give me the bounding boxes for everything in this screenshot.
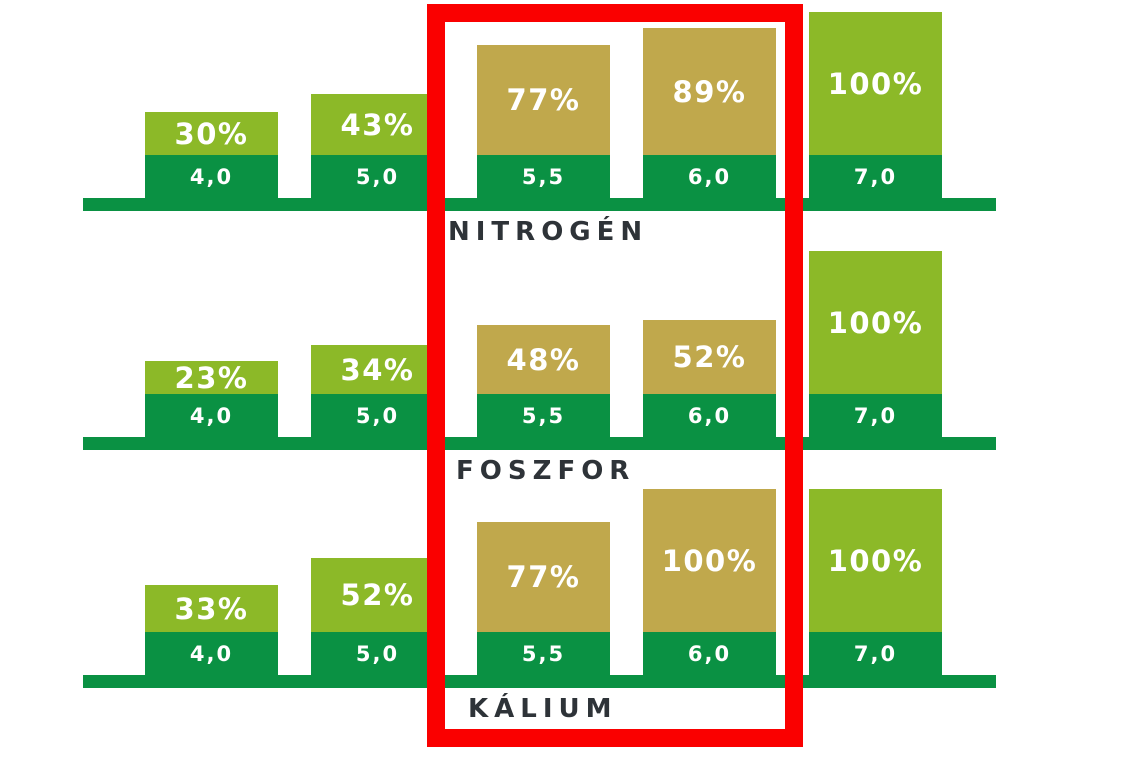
bar-ph-label: 4,0 <box>189 403 234 428</box>
bar-percent-segment: 34% <box>311 345 444 394</box>
bar-ph-label: 5,5 <box>521 641 566 666</box>
baseline-axis <box>83 198 996 211</box>
nitrogen-chart-row: 30% 4,0 43% 5,0 77% 5,5 89% <box>0 0 1122 211</box>
bar-percent-label: 89% <box>672 74 747 109</box>
bar-potassium-ph-4-0: 33% 4,0 <box>145 585 278 675</box>
bar-ph-base: 5,0 <box>311 632 444 675</box>
bar-nitrogen-ph-5-5: 77% 5,5 <box>477 45 610 198</box>
bar-percent-label: 77% <box>506 560 581 594</box>
bar-ph-label: 5,0 <box>355 403 400 428</box>
bar-ph-label: 4,0 <box>189 164 234 189</box>
bar-percent-label: 52% <box>672 340 747 374</box>
bar-ph-label: 6,0 <box>687 403 732 428</box>
bar-ph-label: 5,5 <box>521 164 566 189</box>
bar-percent-label: 43% <box>340 107 415 142</box>
bar-ph-label: 5,5 <box>521 403 566 428</box>
bar-ph-base: 6,0 <box>643 632 776 675</box>
bar-nitrogen-ph-7-0: 100% 7,0 <box>809 12 942 198</box>
bar-phosphorus-ph-5-5: 48% 5,5 <box>477 325 610 437</box>
bar-percent-label: 100% <box>827 305 924 340</box>
bar-percent-segment: 77% <box>477 45 610 155</box>
row-title-phosphorus: FOSZFOR <box>456 456 636 486</box>
bar-percent-label: 100% <box>827 66 924 101</box>
phosphorus-chart-row: 23% 4,0 34% 5,0 48% 5,5 52% <box>0 239 1122 450</box>
bar-ph-base: 7,0 <box>809 394 942 437</box>
bar-percent-label: 52% <box>340 578 415 612</box>
bar-potassium-ph-6-0: 100% 6,0 <box>643 489 776 675</box>
bar-percent-label: 100% <box>827 543 924 578</box>
baseline-axis <box>83 675 996 688</box>
bar-ph-label: 6,0 <box>687 164 732 189</box>
bar-percent-segment: 30% <box>145 112 278 155</box>
bar-ph-base: 5,5 <box>477 155 610 198</box>
bar-percent-segment: 89% <box>643 28 776 155</box>
bar-phosphorus-ph-5-0: 34% 5,0 <box>311 345 444 437</box>
bar-nitrogen-ph-4-0: 30% 4,0 <box>145 112 278 198</box>
bar-percent-label: 23% <box>174 360 249 395</box>
potassium-chart-row: 33% 4,0 52% 5,0 77% 5,5 100% <box>0 477 1122 688</box>
bar-ph-base: 5,5 <box>477 632 610 675</box>
bar-ph-base: 6,0 <box>643 155 776 198</box>
bar-percent-segment: 100% <box>809 251 942 394</box>
bar-percent-label: 33% <box>174 591 249 626</box>
bar-percent-segment: 52% <box>311 558 444 632</box>
bar-nitrogen-ph-6-0: 89% 6,0 <box>643 28 776 198</box>
bar-ph-base: 5,0 <box>311 394 444 437</box>
bar-percent-label: 100% <box>661 543 758 578</box>
bar-ph-base: 7,0 <box>809 155 942 198</box>
bar-ph-label: 7,0 <box>853 164 898 189</box>
bar-ph-base: 5,0 <box>311 155 444 198</box>
bar-ph-base: 4,0 <box>145 394 278 437</box>
bar-percent-label: 77% <box>506 83 581 117</box>
bar-percent-segment: 23% <box>145 360 278 395</box>
row-title-nitrogen: NITROGÉN <box>448 217 649 247</box>
bar-percent-segment: 100% <box>809 489 942 632</box>
bar-ph-base: 6,0 <box>643 394 776 437</box>
bar-phosphorus-ph-6-0: 52% 6,0 <box>643 320 776 437</box>
bar-ph-label: 4,0 <box>189 641 234 666</box>
bar-percent-segment: 100% <box>809 12 942 155</box>
bar-potassium-ph-7-0: 100% 7,0 <box>809 489 942 675</box>
bar-percent-label: 34% <box>340 352 415 387</box>
bar-phosphorus-ph-4-0: 23% 4,0 <box>145 361 278 437</box>
bar-ph-base: 7,0 <box>809 632 942 675</box>
bar-nitrogen-ph-5-0: 43% 5,0 <box>311 94 444 198</box>
bar-percent-segment: 48% <box>477 325 610 394</box>
bar-ph-base: 4,0 <box>145 632 278 675</box>
bar-percent-segment: 100% <box>643 489 776 632</box>
bar-percent-segment: 52% <box>643 320 776 394</box>
bar-ph-label: 5,0 <box>355 641 400 666</box>
bar-ph-label: 5,0 <box>355 164 400 189</box>
bar-ph-label: 7,0 <box>853 641 898 666</box>
baseline-axis <box>83 437 996 450</box>
bar-phosphorus-ph-7-0: 100% 7,0 <box>809 251 942 437</box>
bar-ph-label: 7,0 <box>853 403 898 428</box>
bar-ph-label: 6,0 <box>687 641 732 666</box>
bar-percent-label: 48% <box>506 342 581 377</box>
bar-percent-segment: 43% <box>311 94 444 155</box>
bar-percent-label: 30% <box>174 116 249 151</box>
bar-potassium-ph-5-0: 52% 5,0 <box>311 558 444 675</box>
row-title-potassium: KÁLIUM <box>468 694 618 724</box>
bar-potassium-ph-5-5: 77% 5,5 <box>477 522 610 675</box>
bar-ph-base: 5,5 <box>477 394 610 437</box>
bar-percent-segment: 33% <box>145 585 278 632</box>
bar-ph-base: 4,0 <box>145 155 278 198</box>
bar-percent-segment: 77% <box>477 522 610 632</box>
